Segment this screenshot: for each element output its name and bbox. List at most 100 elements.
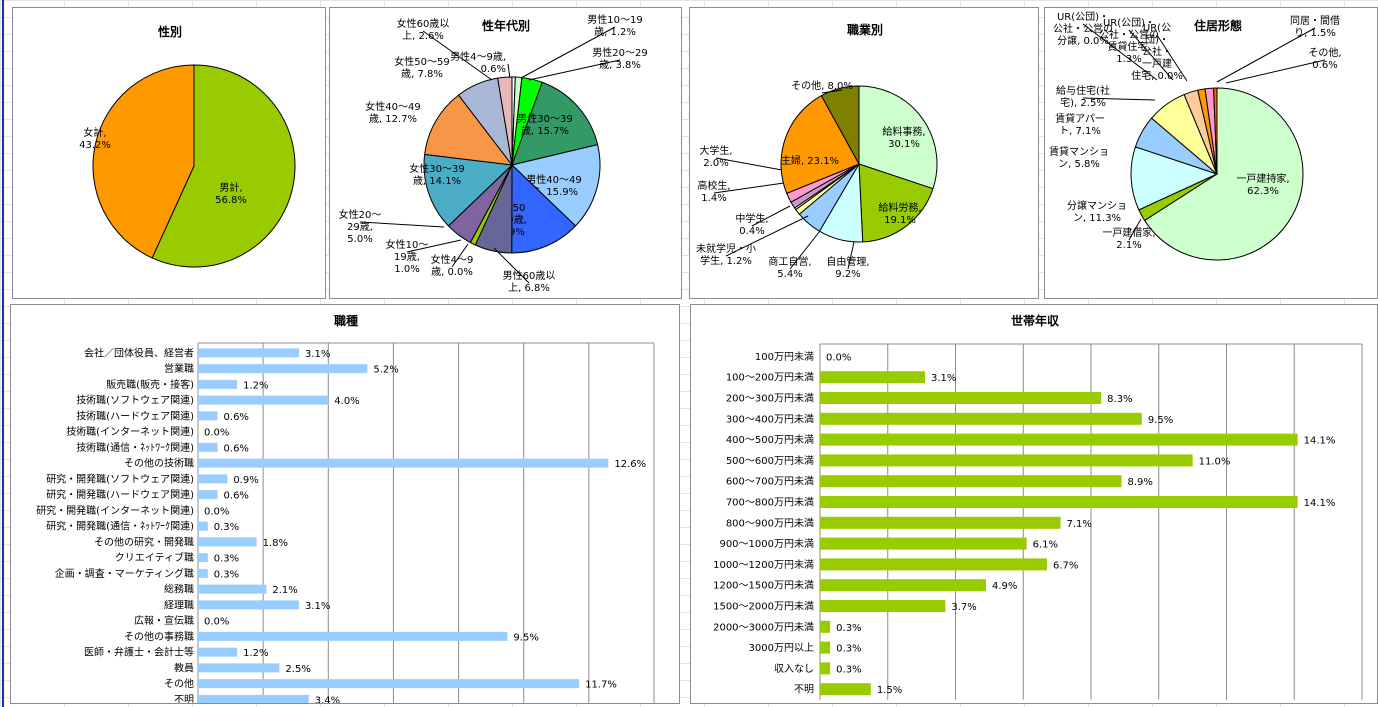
data-label-5: 給与住宅(社宅), 2.5% xyxy=(1056,84,1110,109)
leader-line-9 xyxy=(1216,27,1316,83)
bar-8[interactable] xyxy=(198,474,228,484)
bar-14[interactable] xyxy=(820,641,831,654)
value-label-10: 0.0% xyxy=(204,506,229,517)
bar-0[interactable] xyxy=(198,348,299,358)
data-label-3: 男性30～39 歳, 15.7% xyxy=(517,112,572,137)
chart-gender[interactable]: 性別 男計, 56.8% 女計, 43.2% xyxy=(12,7,326,299)
bar-11[interactable] xyxy=(198,521,208,531)
leader-line-6 xyxy=(493,247,530,284)
pie-slice-1[interactable] xyxy=(858,163,934,243)
bar-12[interactable] xyxy=(198,537,257,547)
leader-line-8 xyxy=(1156,34,1188,82)
category-label-15: 収入なし xyxy=(774,663,814,675)
bar-9[interactable] xyxy=(820,537,1027,550)
bar-16[interactable] xyxy=(820,683,871,696)
value-label-5: 11.0% xyxy=(1199,456,1231,467)
bar-6[interactable] xyxy=(198,442,218,452)
bar-11[interactable] xyxy=(820,579,986,592)
chart-title: 性年代別 xyxy=(481,18,530,33)
bar-8[interactable] xyxy=(820,516,1061,529)
pie-slice-1[interactable] xyxy=(92,64,195,259)
bar-10[interactable] xyxy=(820,558,1047,571)
value-label-10: 6.7% xyxy=(1053,560,1078,571)
bar-13[interactable] xyxy=(820,620,831,633)
value-label-14: 0.3% xyxy=(214,569,239,580)
pie-slice-5[interactable] xyxy=(511,163,577,254)
gender-pie: 性別 男計, 56.8% 女計, 43.2% xyxy=(79,24,296,268)
pie-slice-0[interactable] xyxy=(858,85,938,190)
category-label-22: 不明 xyxy=(174,694,194,704)
leader-line-7 xyxy=(451,243,469,268)
bar-12[interactable] xyxy=(820,600,946,612)
pie-slice-0[interactable] xyxy=(151,64,296,268)
chart-occupation[interactable]: 職業別 給料事務, 30.1% 給料労務, 19.1% 自由管理, 9.2% 商工自営, 5.… xyxy=(689,7,1039,299)
category-label-11: 研究・開発職(通信・ﾈｯﾄﾜｰｸ関連) xyxy=(46,520,194,533)
bar-2[interactable] xyxy=(198,379,238,389)
data-label-9: 女性20～ 29歳, 5.0% xyxy=(339,208,382,245)
pie-slice-2[interactable] xyxy=(1130,146,1219,211)
pie-slice-9[interactable] xyxy=(820,85,860,165)
bar-18[interactable] xyxy=(198,631,508,641)
data-label-10: その他, 0.6% xyxy=(1308,46,1341,71)
pie-slice-0[interactable] xyxy=(1143,87,1304,261)
leader-line-5 xyxy=(1082,97,1156,101)
bar-21[interactable] xyxy=(198,679,580,689)
leader-line-1 xyxy=(1128,218,1142,241)
pie-slice-10[interactable] xyxy=(423,153,514,227)
value-label-4: 0.6% xyxy=(224,412,249,423)
pie-slice-4[interactable] xyxy=(510,144,601,227)
data-label-0: 一戸建持家, 62.3% xyxy=(1236,172,1289,197)
category-label-10: 研究・開発職(インターネット関連) xyxy=(36,504,194,517)
value-label-9: 0.6% xyxy=(224,491,249,502)
bar-1[interactable] xyxy=(820,371,926,384)
pie-slice-3[interactable] xyxy=(511,81,599,166)
data-label-0: 男性4～9歳, 0.6% xyxy=(450,50,506,75)
bar-7[interactable] xyxy=(820,496,1298,508)
bar-14[interactable] xyxy=(198,568,208,578)
bar-7[interactable] xyxy=(198,458,609,468)
value-label-4: 14.1% xyxy=(1304,436,1336,447)
chart-housing[interactable]: 住居形態 一戸建持家, 62.3% 一戸建借家, 2.1% 分譲マンション, 11.3%… xyxy=(1044,7,1378,299)
pie-slice-8[interactable] xyxy=(780,94,860,194)
bar-3[interactable] xyxy=(198,395,329,405)
leader-line-2 xyxy=(847,241,855,270)
value-label-16: 1.5% xyxy=(877,685,902,696)
category-label-2: 販売職(販売・接客) xyxy=(106,378,194,391)
bar-9[interactable] xyxy=(198,490,218,500)
bar-4[interactable] xyxy=(198,411,218,421)
data-label-4: 男性40～49 歳, 15.9% xyxy=(526,173,581,198)
bar-16[interactable] xyxy=(198,600,299,610)
data-label-8: 女性10～ 19歳, 1.0% xyxy=(386,238,429,275)
bar-5[interactable] xyxy=(820,454,1193,467)
category-label-0: 100万円未満 xyxy=(755,351,814,363)
data-label-0: 給料事務, 30.1% xyxy=(882,125,925,150)
bar-6[interactable] xyxy=(820,475,1122,488)
bar-1[interactable] xyxy=(198,364,368,374)
category-label-1: 営業職 xyxy=(164,362,194,375)
category-label-12: 1500～2000万円未満 xyxy=(713,601,814,613)
bar-4[interactable] xyxy=(820,433,1298,446)
chart-job[interactable]: 職種 会社／団体役員、経営者 3.1% 営業職 5.2% 販売職(販売・接客) 1.2% 技… xyxy=(10,304,680,704)
value-label-13: 0.3% xyxy=(836,623,861,634)
window-edge xyxy=(2,0,4,707)
bar-15[interactable] xyxy=(198,584,267,594)
pie-slice-10[interactable] xyxy=(1213,87,1218,175)
data-label-10: 女性30～39 歳, 14.1% xyxy=(409,162,464,187)
pie-slice-13[interactable] xyxy=(497,76,513,166)
bar-22[interactable] xyxy=(198,694,309,704)
pie-slice-11[interactable] xyxy=(424,94,514,166)
chart-income[interactable]: 世帯年収 100万円未満 0.0% 100～200万円未満 3.1% 200～300万円… xyxy=(690,304,1378,704)
chart-age[interactable]: 性年代別 男性4～9歳, 0.6% 男性10～19 歳, 1.2% 男性20～29 歳, … xyxy=(329,7,682,299)
value-label-1: 3.1% xyxy=(931,373,956,384)
bar-20[interactable] xyxy=(198,663,280,673)
leader-line-3 xyxy=(789,230,821,270)
bar-19[interactable] xyxy=(198,647,238,657)
bar-13[interactable] xyxy=(198,553,208,563)
data-label-7: UR(公団)・公社・公営の賃貸住宅, 1.3% xyxy=(1099,17,1159,65)
category-label-7: その他の技術職 xyxy=(124,457,194,470)
bar-3[interactable] xyxy=(820,412,1142,425)
value-label-20: 2.5% xyxy=(285,664,310,675)
category-label-9: 研究・開発職(ハードウェア関連) xyxy=(46,488,194,501)
bar-15[interactable] xyxy=(820,662,831,675)
bar-2[interactable] xyxy=(820,392,1102,404)
